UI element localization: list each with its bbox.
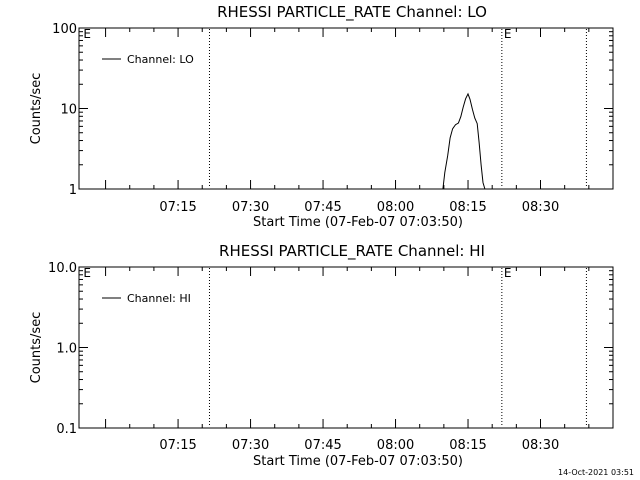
x-axis-label: Start Time (07-Feb-07 07:03:50)	[253, 215, 463, 230]
chart-title: RHESSI PARTICLE_RATE Channel: LO	[217, 3, 487, 22]
x-tick-label: 07:15	[159, 200, 196, 215]
x-tick-label: 08:00	[377, 200, 414, 215]
x-tick-label: 08:15	[449, 200, 486, 215]
event-marker-label: E	[83, 266, 91, 280]
y-tick-label: 100	[52, 22, 77, 37]
chart-panel-1: RHESSI PARTICLE_RATE Channel: LO 1 10 100 Co…	[29, 3, 614, 230]
chart-panel-2: RHESSI PARTICLE_RATE Channel: HI 0.1 1.0 10…	[29, 242, 614, 469]
y-tick-label: 0.1	[56, 422, 77, 437]
y-tick-label: 1.0	[56, 342, 77, 357]
y-axis-label: Counts/sec	[29, 312, 44, 384]
legend-label: Channel: HI	[127, 292, 191, 305]
legend-label: Channel: LO	[127, 53, 194, 66]
x-tick-label: 07:30	[232, 438, 269, 453]
event-marker-label: E	[83, 27, 91, 41]
event-marker-label: E	[504, 266, 512, 280]
x-tick-label: 08:15	[449, 438, 486, 453]
footer-timestamp: 14-Oct-2021 03:51	[558, 468, 634, 477]
x-tick-label: 08:30	[522, 438, 559, 453]
chart-title: RHESSI PARTICLE_RATE Channel: HI	[219, 242, 485, 261]
x-tick-label: 07:15	[159, 438, 196, 453]
x-tick-label: 08:00	[377, 438, 414, 453]
x-tick-label: 07:45	[304, 200, 341, 215]
x-tick-label: 07:45	[304, 438, 341, 453]
y-tick-label: 10.0	[48, 261, 77, 276]
x-axis-label: Start Time (07-Feb-07 07:03:50)	[253, 454, 463, 469]
y-tick-label: 10	[60, 103, 77, 118]
series-line	[442, 92, 486, 190]
y-axis-label: Counts/sec	[29, 73, 44, 145]
x-tick-label: 08:30	[522, 200, 559, 215]
y-tick-label: 1	[69, 183, 77, 198]
x-tick-label: 07:30	[232, 200, 269, 215]
event-marker-label: E	[504, 27, 512, 41]
